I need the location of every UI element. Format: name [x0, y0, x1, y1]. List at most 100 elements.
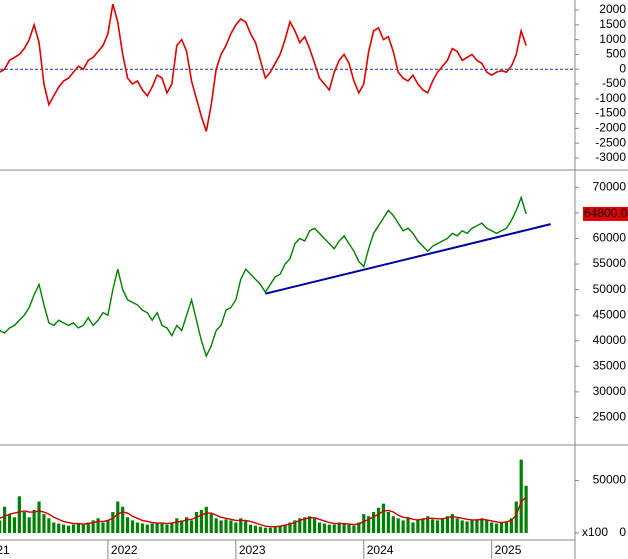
y-tick-label: -2500: [595, 135, 626, 149]
volume-bar: [165, 524, 169, 533]
volume-bar: [421, 518, 425, 533]
volume-bar: [303, 517, 307, 533]
volume-bar: [347, 524, 351, 533]
last-value-label: 64800.00: [584, 206, 628, 220]
volume-bar: [258, 526, 263, 533]
volume-bar: [504, 521, 509, 533]
volume-bar: [278, 525, 282, 533]
volume-bar: [204, 506, 208, 533]
unit-label: x100: [582, 525, 608, 539]
volume-bar: [116, 501, 120, 533]
volume-bar: [495, 523, 499, 533]
trendline: [265, 223, 551, 295]
y-tick-label: 50000: [593, 282, 627, 296]
y-tick-label: -500: [602, 76, 626, 90]
volume-bar: [140, 523, 144, 533]
volume-bar: [126, 517, 130, 533]
volume-bar: [96, 518, 100, 533]
volume-bar: [214, 518, 218, 533]
volume-bar: [234, 522, 238, 533]
volume-bar: [263, 527, 267, 533]
volume-bar: [150, 523, 154, 533]
volume-bar: [130, 520, 135, 533]
volume-bar: [337, 522, 341, 533]
volume-bar: [362, 514, 366, 533]
volume-bar: [62, 524, 66, 533]
volume-bar: [170, 522, 174, 533]
volume-bar: [239, 518, 243, 533]
volume-bar: [308, 516, 312, 533]
volume-bar: [312, 518, 317, 533]
y-tick-label: 0: [619, 525, 626, 539]
y-tick-label: 500: [606, 47, 626, 61]
volume-bar: [396, 518, 400, 533]
volume-bar: [499, 522, 504, 533]
volume-bar: [475, 519, 479, 533]
y-tick-label: 60000: [593, 231, 627, 245]
volume-bar: [327, 524, 331, 533]
volume-bar: [57, 523, 61, 533]
volume-bar: [357, 522, 361, 533]
volume-bar: [199, 509, 203, 533]
volume-bar: [111, 512, 115, 533]
volume-bar: [406, 517, 410, 533]
volume-bar: [155, 522, 159, 533]
volume-bar: [332, 524, 336, 533]
volume-bar: [435, 520, 440, 533]
y-tick-label: 45000: [593, 307, 627, 321]
y-tick-label: 2000: [599, 2, 626, 16]
series-line: [0, 496, 527, 528]
volume-bar: [440, 518, 445, 533]
y-tick-label: 35000: [593, 358, 627, 372]
volume-bar: [480, 518, 484, 533]
volume-bar: [401, 520, 405, 533]
volume-bar: [293, 520, 297, 533]
volume-bar: [185, 517, 189, 533]
volume-bar: [12, 517, 17, 533]
volume-bar: [465, 521, 469, 533]
volume-bar: [0, 520, 2, 533]
volume-bar: [22, 512, 26, 533]
volume-bar: [189, 520, 194, 533]
y-tick-label: 40000: [593, 333, 627, 347]
volume-bar: [71, 524, 76, 533]
volume-bar: [253, 525, 258, 533]
volume-bar: [509, 518, 513, 533]
volume-bar: [86, 522, 90, 533]
volume-bar: [514, 501, 518, 533]
volume-bar: [101, 522, 105, 533]
volume-bar: [460, 520, 464, 533]
volume-bar: [76, 523, 80, 533]
series-line: [0, 195, 527, 358]
volume-bar: [194, 512, 199, 533]
volume-bar: [17, 496, 21, 533]
volume-bar: [47, 518, 51, 533]
x-tick-label: 2025: [495, 543, 522, 557]
volume-bar: [180, 520, 184, 533]
y-tick-label: 50000: [593, 473, 627, 487]
y-tick-label: 55000: [593, 256, 627, 270]
volume-bar: [485, 520, 489, 533]
volume-bar: [416, 520, 420, 533]
volume-bar: [244, 520, 248, 533]
volume-bar: [175, 518, 179, 533]
volume-bar: [391, 516, 395, 533]
volume-bar: [91, 520, 95, 533]
volume-bar: [470, 520, 474, 533]
y-tick-label: -2000: [595, 121, 626, 135]
volume-bar: [367, 516, 371, 533]
volume-bar: [219, 520, 223, 533]
volume-bar: [524, 485, 528, 533]
y-tick-label: 30000: [593, 384, 627, 398]
volume-bar: [27, 517, 31, 533]
volume-bar: [372, 512, 376, 533]
volume-bar: [322, 523, 326, 533]
volume-bar: [298, 518, 302, 533]
y-tick-label: 25000: [593, 410, 627, 424]
volume-bar: [209, 514, 213, 533]
volume-bar: [52, 522, 56, 533]
volume-bar: [273, 526, 277, 533]
